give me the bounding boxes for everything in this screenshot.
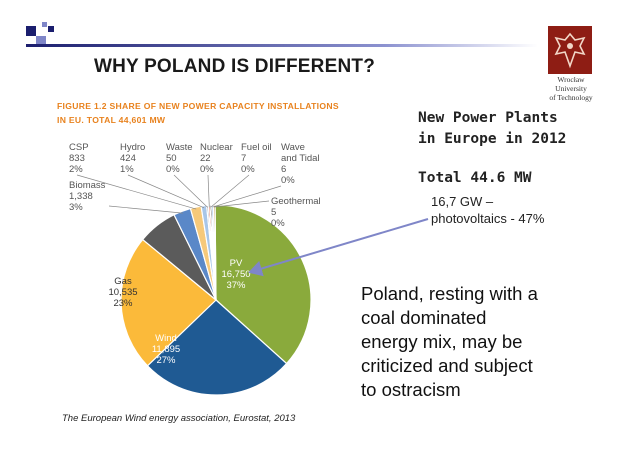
title-rule — [26, 44, 538, 47]
label-percent-pv: 37% — [226, 280, 246, 291]
corner-square-2 — [36, 36, 46, 46]
statement-line-3: energy mix, may be — [361, 331, 523, 352]
label-name-csp: CSP — [69, 142, 89, 153]
pie-slice-wind — [146, 299, 288, 396]
university-logo — [548, 26, 592, 74]
right-heading-line-1: New Power Plants — [418, 110, 558, 126]
leader-line-fuel-oil — [210, 174, 250, 208]
statement-line-5: to ostracism — [361, 379, 461, 400]
eagle-icon — [554, 32, 586, 69]
right-heading-line-2: in Europe in 2012 — [418, 131, 567, 147]
pv-detail-line-2: photovoltaics - 47% — [431, 211, 545, 226]
label-name-coal: Coal — [122, 213, 142, 224]
label-name-fuel-oil: Fuel oil — [241, 142, 272, 153]
label-name-wave-and-tidal: Wave — [281, 142, 305, 153]
logo-text-line-3: of Technology — [549, 93, 593, 102]
label-name-waste: Waste — [166, 142, 193, 153]
label-percent-wave-and-tidal: 0% — [281, 175, 295, 186]
corner-square-1 — [26, 26, 36, 36]
figure-caption-line-2: IN EU. TOTAL 44,601 MW — [57, 115, 166, 125]
label-percent-csp: 2% — [69, 164, 83, 175]
corner-square-3 — [48, 26, 54, 32]
figure-caption: FIGURE 1.2 SHARE OF NEW POWER CAPACITY I… — [57, 99, 339, 127]
leader-line-csp — [76, 174, 197, 210]
label-value-geothermal: 5 — [271, 207, 276, 218]
label-name-gas: Gas — [114, 276, 132, 287]
leader-line-wave-and-tidal — [212, 185, 282, 208]
label-percent-waste: 0% — [166, 164, 180, 175]
label-value-fuel-oil: 7 — [241, 153, 246, 164]
label-percent-gas: 23% — [113, 298, 133, 309]
logo-text-line-1: Wrocław — [557, 75, 585, 84]
label-value-biomass: 1,338 — [69, 191, 93, 202]
pv-detail: 16,7 GW – photovoltaics - 47% — [431, 193, 544, 227]
label-value-csp: 833 — [69, 153, 85, 164]
slide-title: WHY POLAND IS DIFFERENT? — [94, 56, 376, 77]
logo-text-line-2: University — [555, 84, 587, 93]
statement-line-2: coal dominated — [361, 307, 487, 328]
label-value-nuclear: 22 — [200, 153, 211, 164]
leader-line-hydro — [127, 174, 205, 209]
label-name-biomass: Biomass — [69, 180, 106, 191]
label-name-pv: PV — [230, 258, 243, 269]
label-name-wave-and-tidal-1: and Tidal — [281, 153, 320, 164]
pv-detail-line-1: 16,7 GW – — [431, 194, 494, 209]
label-percent-fuel-oil: 0% — [241, 164, 255, 175]
label-percent-hydro: 1% — [120, 164, 134, 175]
label-value-wind: 11,895 — [152, 344, 180, 355]
leader-line-geothermal — [214, 200, 270, 208]
label-value-wave-and-tidal: 6 — [281, 164, 286, 175]
statement-text: Poland, resting with a coal dominated en… — [361, 282, 631, 402]
label-value-waste: 50 — [166, 153, 177, 164]
label-name-nuclear: Nuclear — [200, 142, 233, 153]
right-heading: New Power Plants in Europe in 2012 — [418, 108, 566, 150]
label-value-gas: 10,535 — [108, 287, 137, 298]
leader-line-nuclear — [207, 174, 210, 208]
leader-line-waste — [173, 174, 208, 208]
label-name-hydro: Hydro — [120, 142, 145, 153]
label-percent-coal: 7% — [125, 235, 139, 246]
label-name-wind: Wind — [155, 333, 177, 344]
pie-slice-gas — [120, 238, 217, 367]
label-percent-geothermal: 0% — [271, 218, 285, 229]
label-percent-wind: 27% — [156, 355, 176, 366]
label-percent-nuclear: 0% — [200, 164, 214, 175]
pie-slice-pv — [214, 204, 312, 365]
statement-line-1: Poland, resting with a — [361, 283, 538, 304]
label-value-coal: 3,065 — [120, 224, 144, 235]
source-citation: The European Wind energy association, Eu… — [62, 413, 296, 424]
label-name-geothermal: Geothermal — [271, 196, 321, 207]
leader-line-biomass — [108, 205, 183, 214]
label-percent-biomass: 3% — [69, 202, 83, 213]
figure-caption-line-1: FIGURE 1.2 SHARE OF NEW POWER CAPACITY I… — [57, 101, 339, 111]
label-value-hydro: 424 — [120, 153, 136, 164]
total-capacity: Total 44.6 MW — [418, 170, 532, 186]
statement-line-4: criticized and subject — [361, 355, 533, 376]
label-value-pv: 16,750 — [221, 269, 250, 280]
corner-square-4 — [42, 22, 47, 27]
